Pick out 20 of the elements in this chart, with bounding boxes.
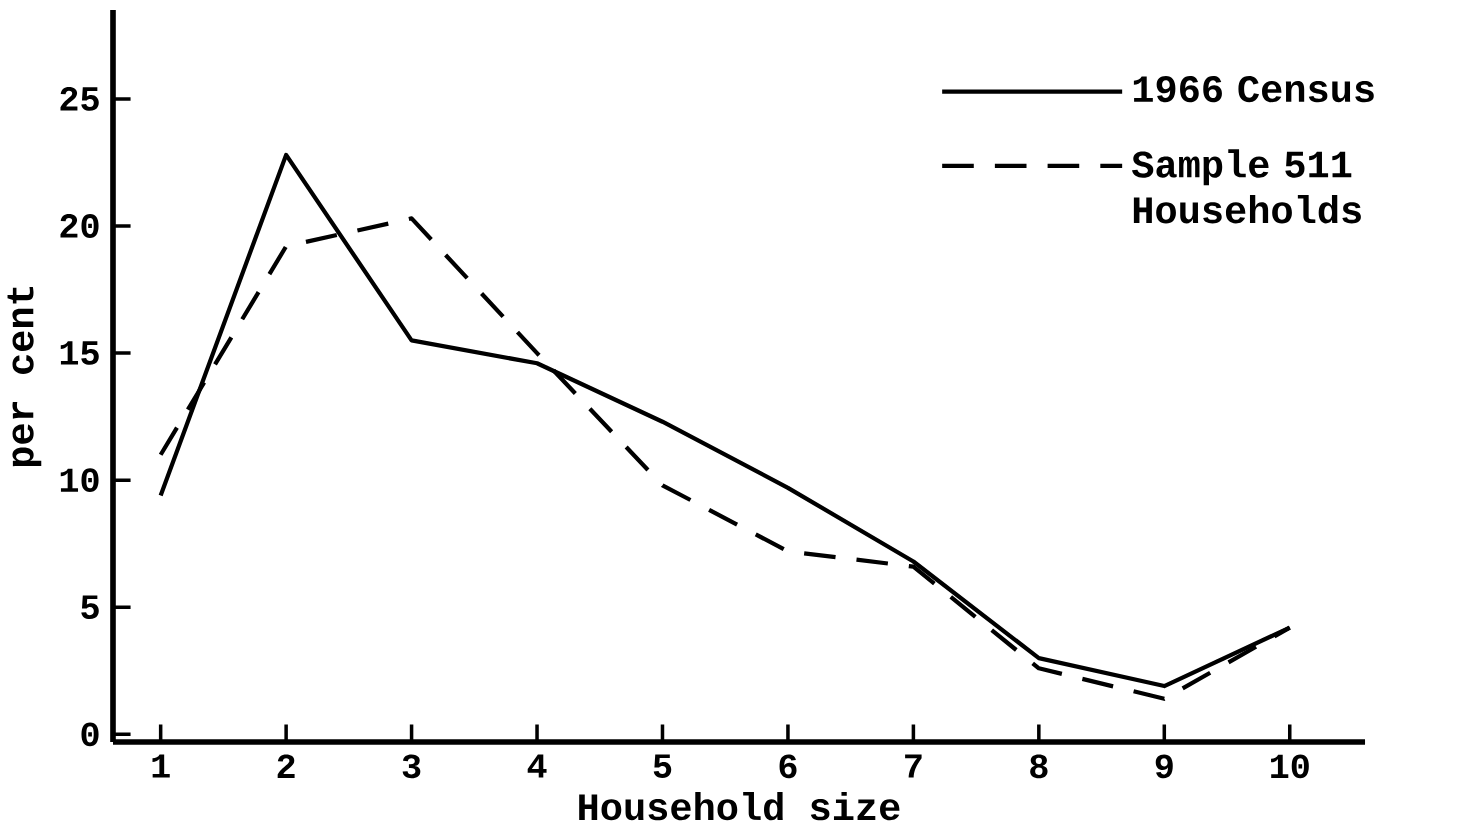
y-tick-label: 25 [60,86,99,111]
y-tick-label: 20 [60,214,99,238]
x-tick-label: 2 [277,754,295,778]
legend-label: Sample 511 Households [1132,149,1361,224]
y-axis-title: per cent [7,286,42,467]
x-axis-title: Household size [579,791,900,821]
x-tick-label: 1 [152,754,170,778]
x-tick-label: 6 [779,754,797,779]
x-tick-label: 3 [402,754,421,779]
x-tick-label: 8 [1030,754,1048,779]
x-tick-label: 9 [1155,754,1173,779]
x-tick-label: 7 [905,754,922,778]
x-tick-label: 5 [653,754,672,778]
y-tick-label: 0 [81,722,99,747]
y-tick-label: 15 [60,341,99,365]
y-tick-label: 10 [60,468,99,493]
x-tick-label: 4 [527,754,547,778]
y-tick-label: 5 [81,595,99,620]
x-tick-label: 10 [1271,754,1309,779]
legend-label: 1966 Census [1133,76,1374,103]
